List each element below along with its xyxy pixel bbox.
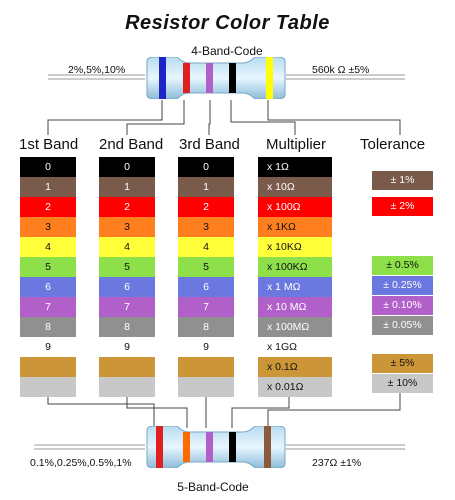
four-band-tolerances: 2%,5%,10% <box>68 64 126 76</box>
digit-cell: 0 <box>20 157 76 177</box>
band-orange <box>183 432 190 462</box>
digit-cell: 1 <box>20 177 76 197</box>
multiplier-cell: x 100KΩ <box>258 257 332 277</box>
tolerance-cell: ± 2% <box>372 197 433 216</box>
digit-cell: 7 <box>20 297 76 317</box>
digit-cell: 3 <box>178 217 234 237</box>
digit-cell: 9 <box>20 337 76 357</box>
multiplier-cell: x 10KΩ <box>258 237 332 257</box>
four-band-example: 560k Ω ±5% <box>312 64 370 76</box>
band-violet <box>206 63 213 93</box>
four-band-code-label: 4-Band-Code <box>191 44 263 58</box>
digit-cell: 7 <box>99 297 155 317</box>
digit-cell: 0 <box>178 157 234 177</box>
digit-cell: 6 <box>20 277 76 297</box>
digit-cell: 6 <box>178 277 234 297</box>
band-black <box>229 63 236 93</box>
digit-cell <box>99 357 155 377</box>
digit-cell <box>178 357 234 377</box>
five-band-example: 237Ω ±1% <box>312 457 362 469</box>
multiplier-column: x 1Ω x 10Ω x 100Ω x 1KΩ x 10KΩ x 100KΩ x 1 MΩ x… <box>258 157 332 397</box>
digit-cell: 2 <box>20 197 76 217</box>
header-first-band: 1st Band <box>19 136 79 153</box>
digit-cell: 1 <box>178 177 234 197</box>
header-tolerance: Tolerance <box>360 136 426 153</box>
page-title: Resistor Color Table <box>125 12 330 34</box>
header-multiplier: Multiplier <box>266 136 327 153</box>
digit-cell: 9 <box>178 337 234 357</box>
multiplier-cell: x 1KΩ <box>258 217 332 237</box>
five-band-code-label: 5-Band-Code <box>177 480 249 494</box>
tolerance-cell: ± 0.25% <box>372 276 433 295</box>
multiplier-cell: x 100Ω <box>258 197 332 217</box>
band-yellow <box>266 57 273 99</box>
digit-cell <box>20 377 76 397</box>
digit-cell: 3 <box>99 217 155 237</box>
digit-cell: 4 <box>178 237 234 257</box>
band-red <box>156 426 163 468</box>
digit-cell: 2 <box>99 197 155 217</box>
digit-cell: 8 <box>178 317 234 337</box>
tolerance-cell: ± 1% <box>372 171 433 190</box>
digit-cell: 8 <box>99 317 155 337</box>
digit-cell: 4 <box>20 237 76 257</box>
digit-cell: 8 <box>20 317 76 337</box>
digit-cell: 9 <box>99 337 155 357</box>
multiplier-cell: x 1 MΩ <box>258 277 332 297</box>
digit-cell: 4 <box>99 237 155 257</box>
band-red <box>183 63 190 93</box>
digit-cell: 3 <box>20 217 76 237</box>
band-brown <box>264 426 271 468</box>
multiplier-cell: x 10 MΩ <box>258 297 332 317</box>
digit-cell: 5 <box>20 257 76 277</box>
multiplier-cell: x 1Ω <box>258 157 332 177</box>
digit-cell <box>178 377 234 397</box>
tolerance-cell: ± 0.05% <box>372 316 433 335</box>
band-blue <box>159 57 166 99</box>
digit-cell <box>20 357 76 377</box>
multiplier-cell: x 0.1Ω <box>258 357 332 377</box>
digit-cell: 6 <box>99 277 155 297</box>
multiplier-cell: x 10Ω <box>258 177 332 197</box>
tolerance-cell: ± 5% <box>372 354 433 373</box>
header-third-band: 3rd Band <box>179 136 240 153</box>
digit-cell: 5 <box>99 257 155 277</box>
five-band-resistor <box>146 426 286 468</box>
multiplier-cell: x 0.01Ω <box>258 377 332 397</box>
tolerance-cell: ± 0.5% <box>372 256 433 275</box>
multiplier-cell: x 100MΩ <box>258 317 332 337</box>
five-band-tolerances: 0.1%,0.25%,0.5%,1% <box>30 457 132 469</box>
digit-cell <box>99 377 155 397</box>
band-black <box>229 432 236 462</box>
tolerance-cell: ± 0.10% <box>372 296 433 315</box>
digit-cell: 1 <box>99 177 155 197</box>
digit-cell: 7 <box>178 297 234 317</box>
four-band-resistor <box>146 57 286 99</box>
tolerance-cell: ± 10% <box>372 374 433 393</box>
header-second-band: 2nd Band <box>99 136 164 153</box>
digit-cell: 2 <box>178 197 234 217</box>
digit-cell: 0 <box>99 157 155 177</box>
multiplier-cell: x 1GΩ <box>258 337 332 357</box>
band-violet <box>206 432 213 462</box>
digit-cell: 5 <box>178 257 234 277</box>
